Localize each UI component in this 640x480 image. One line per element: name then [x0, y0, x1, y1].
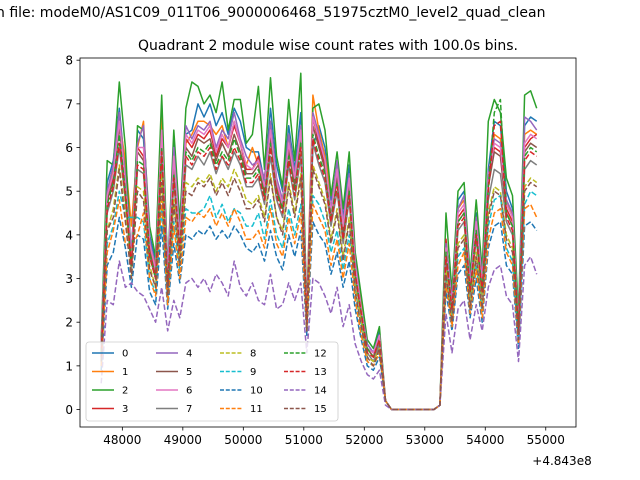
- y-tick-label: 2: [65, 316, 73, 330]
- series-line-13: [100, 120, 538, 411]
- x-tick-label: 51000: [285, 433, 323, 447]
- figure-suptitle: n file: modeM0/AS1C09_011T06_9000006468_…: [0, 5, 545, 21]
- legend-label-7: 7: [186, 404, 192, 415]
- y-tick-label: 3: [65, 272, 73, 286]
- y-tick-label: 8: [65, 54, 73, 68]
- series-line-10: [100, 216, 538, 411]
- y-tick-label: 4: [65, 228, 73, 242]
- plot-area: [100, 72, 538, 411]
- series-line-12: [100, 98, 538, 411]
- y-tick-label: 5: [65, 185, 73, 199]
- series-line-11: [100, 199, 538, 411]
- x-axis-offset-label: +4.843e8: [532, 454, 591, 468]
- legend-label-10: 10: [250, 386, 263, 397]
- series-line-9: [100, 190, 538, 411]
- legend-label-14: 14: [314, 386, 327, 397]
- y-tick-label: 6: [65, 141, 73, 155]
- legend-label-2: 2: [122, 386, 128, 397]
- series-line-14: [100, 255, 538, 411]
- legend-label-4: 4: [186, 349, 192, 360]
- legend-label-12: 12: [314, 349, 327, 360]
- legend-label-11: 11: [250, 404, 263, 415]
- x-tick-label: 49000: [164, 433, 202, 447]
- y-tick-label: 7: [65, 97, 73, 111]
- x-tick-label: 53000: [406, 433, 444, 447]
- series-line-8: [100, 164, 538, 411]
- y-tick-label: 0: [65, 403, 73, 417]
- legend-label-6: 6: [186, 386, 192, 397]
- legend-label-9: 9: [250, 367, 256, 378]
- legend-box: [85, 341, 339, 422]
- chart-title: Quadrant 2 module wise count rates with …: [138, 38, 518, 54]
- series-line-6: [100, 116, 538, 411]
- x-tick-label: 54000: [466, 433, 504, 447]
- legend-label-3: 3: [122, 404, 128, 415]
- x-tick-label: 50000: [224, 433, 262, 447]
- axes: 48000 49000 50000 51000 52000 53000 54000 55000…: [65, 54, 577, 447]
- x-tick-label: 52000: [345, 433, 383, 447]
- legend-label-15: 15: [314, 404, 327, 415]
- x-tick-label: 48000: [103, 433, 141, 447]
- legend-label-0: 0: [122, 349, 128, 360]
- legend-label-1: 1: [122, 367, 128, 378]
- series-line-2: [100, 72, 538, 411]
- y-tick-label: 1: [65, 359, 73, 373]
- x-tick-label: 55000: [527, 433, 565, 447]
- series-line-15: [100, 168, 538, 411]
- axes-frame: [79, 57, 577, 428]
- legend-label-13: 13: [314, 367, 327, 378]
- legend-label-5: 5: [186, 367, 192, 378]
- series-line-4: [100, 111, 538, 411]
- legend-label-8: 8: [250, 349, 256, 360]
